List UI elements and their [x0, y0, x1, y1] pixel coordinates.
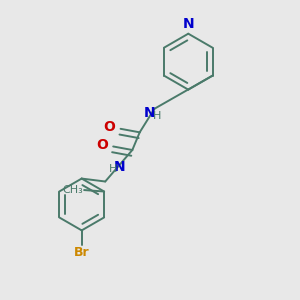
Text: H: H [153, 111, 161, 121]
Text: N: N [144, 106, 156, 120]
Text: N: N [182, 17, 194, 31]
Text: CH₃: CH₃ [62, 185, 83, 195]
Text: H: H [108, 164, 117, 173]
Text: Br: Br [74, 246, 89, 259]
Text: O: O [96, 138, 108, 152]
Text: O: O [103, 120, 115, 134]
Text: N: N [113, 160, 125, 174]
